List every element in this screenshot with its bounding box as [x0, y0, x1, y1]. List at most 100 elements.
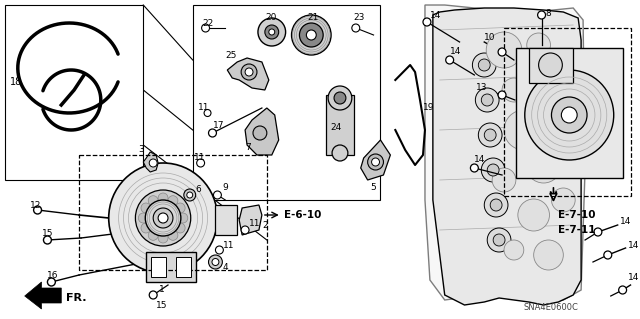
Circle shape	[525, 70, 614, 160]
Circle shape	[168, 196, 178, 206]
Text: 11: 11	[194, 152, 205, 161]
Circle shape	[292, 15, 331, 55]
Text: E-7-11: E-7-11	[558, 225, 596, 235]
Circle shape	[490, 199, 502, 211]
Polygon shape	[433, 8, 581, 305]
Circle shape	[328, 86, 352, 110]
Polygon shape	[239, 205, 262, 235]
Text: 17: 17	[212, 122, 224, 130]
Circle shape	[175, 223, 185, 233]
Circle shape	[484, 129, 496, 141]
Bar	[516, 48, 623, 178]
Text: E-7-10: E-7-10	[558, 210, 596, 220]
Circle shape	[204, 109, 211, 116]
Circle shape	[34, 206, 42, 214]
Circle shape	[209, 255, 222, 269]
Circle shape	[300, 23, 323, 47]
Circle shape	[149, 291, 157, 299]
Circle shape	[543, 105, 573, 135]
Text: 4: 4	[222, 263, 228, 272]
Circle shape	[594, 228, 602, 236]
Circle shape	[149, 159, 157, 167]
Text: 10: 10	[484, 33, 496, 42]
Text: 14: 14	[430, 11, 441, 19]
Text: 7: 7	[245, 144, 251, 152]
Circle shape	[158, 213, 168, 223]
Text: 23: 23	[354, 13, 365, 23]
Circle shape	[619, 286, 627, 294]
Circle shape	[241, 64, 257, 80]
Circle shape	[487, 228, 511, 252]
Circle shape	[212, 258, 219, 265]
Circle shape	[538, 11, 545, 19]
Polygon shape	[143, 152, 158, 172]
Circle shape	[153, 208, 173, 228]
Circle shape	[245, 68, 253, 76]
Polygon shape	[25, 282, 61, 309]
Text: 15: 15	[156, 301, 168, 310]
Text: 6: 6	[196, 186, 202, 195]
Circle shape	[145, 200, 181, 236]
Circle shape	[487, 164, 499, 176]
Bar	[504, 28, 630, 196]
Circle shape	[141, 223, 151, 233]
Circle shape	[445, 56, 454, 64]
Circle shape	[518, 199, 550, 231]
Bar	[151, 257, 166, 277]
Circle shape	[498, 91, 506, 99]
Text: 24: 24	[330, 123, 341, 132]
Circle shape	[307, 30, 316, 40]
Circle shape	[526, 147, 561, 183]
Bar	[5, 5, 143, 180]
Circle shape	[484, 193, 508, 217]
Circle shape	[148, 230, 158, 240]
Bar	[216, 205, 237, 235]
Circle shape	[470, 164, 478, 172]
Text: 20: 20	[265, 13, 276, 23]
Text: 11: 11	[198, 103, 209, 113]
Text: 13: 13	[476, 83, 488, 92]
Circle shape	[47, 278, 55, 286]
Text: 2: 2	[262, 220, 268, 229]
Text: SNA4E0600C: SNA4E0600C	[524, 303, 579, 313]
Text: FR.: FR.	[66, 293, 86, 303]
Circle shape	[502, 78, 526, 102]
Circle shape	[332, 145, 348, 161]
Circle shape	[155, 210, 171, 226]
Circle shape	[168, 230, 178, 240]
Circle shape	[472, 53, 496, 77]
Text: 11: 11	[249, 219, 260, 228]
Circle shape	[476, 88, 499, 112]
Bar	[326, 95, 354, 155]
Circle shape	[216, 246, 223, 254]
Circle shape	[175, 203, 185, 213]
Text: 21: 21	[307, 13, 319, 23]
Bar	[176, 257, 191, 277]
Polygon shape	[227, 58, 269, 90]
Circle shape	[44, 236, 51, 244]
Text: E-6-10: E-6-10	[284, 210, 321, 220]
Text: 14: 14	[474, 155, 486, 165]
Circle shape	[158, 193, 168, 203]
Circle shape	[498, 48, 506, 56]
Circle shape	[141, 203, 151, 213]
Circle shape	[184, 189, 196, 201]
Circle shape	[552, 97, 587, 133]
Circle shape	[148, 196, 158, 206]
Circle shape	[258, 18, 285, 46]
Polygon shape	[245, 108, 278, 155]
Circle shape	[481, 158, 505, 182]
Circle shape	[534, 65, 563, 95]
Circle shape	[334, 92, 346, 104]
Text: 25: 25	[225, 51, 237, 61]
Text: 18: 18	[10, 77, 22, 87]
Circle shape	[481, 94, 493, 106]
Circle shape	[196, 159, 205, 167]
Bar	[529, 48, 573, 83]
Text: 11: 11	[223, 241, 235, 249]
Circle shape	[136, 190, 191, 246]
Text: 22: 22	[203, 19, 214, 28]
Text: 1: 1	[159, 286, 165, 294]
Circle shape	[504, 240, 524, 260]
Circle shape	[604, 251, 612, 259]
